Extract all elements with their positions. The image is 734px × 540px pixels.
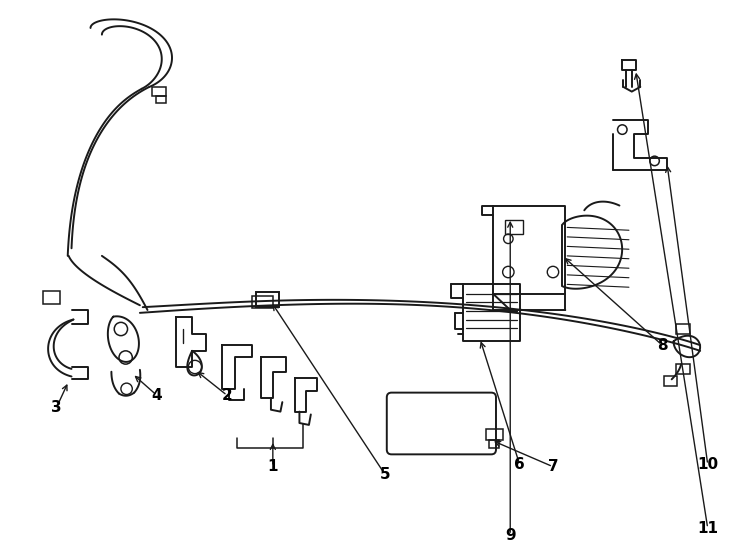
Text: 6: 6 bbox=[515, 457, 525, 472]
Bar bbox=[252, 296, 273, 308]
Bar bbox=[677, 364, 690, 374]
Text: 10: 10 bbox=[697, 457, 719, 472]
Text: 4: 4 bbox=[152, 388, 162, 403]
Bar bbox=[255, 292, 280, 307]
Text: 9: 9 bbox=[505, 528, 515, 540]
Bar bbox=[43, 291, 60, 305]
Text: 2: 2 bbox=[222, 388, 233, 403]
Bar bbox=[677, 324, 690, 334]
Text: 1: 1 bbox=[268, 459, 278, 474]
Text: 5: 5 bbox=[379, 467, 390, 482]
Bar bbox=[156, 96, 166, 103]
Text: 11: 11 bbox=[697, 521, 719, 536]
Bar bbox=[486, 429, 503, 440]
Bar bbox=[664, 376, 677, 386]
Text: 8: 8 bbox=[657, 338, 667, 353]
Bar bbox=[506, 220, 523, 234]
Bar bbox=[152, 87, 166, 96]
Text: 3: 3 bbox=[51, 400, 62, 415]
Text: 7: 7 bbox=[548, 459, 559, 474]
Bar bbox=[490, 440, 499, 448]
